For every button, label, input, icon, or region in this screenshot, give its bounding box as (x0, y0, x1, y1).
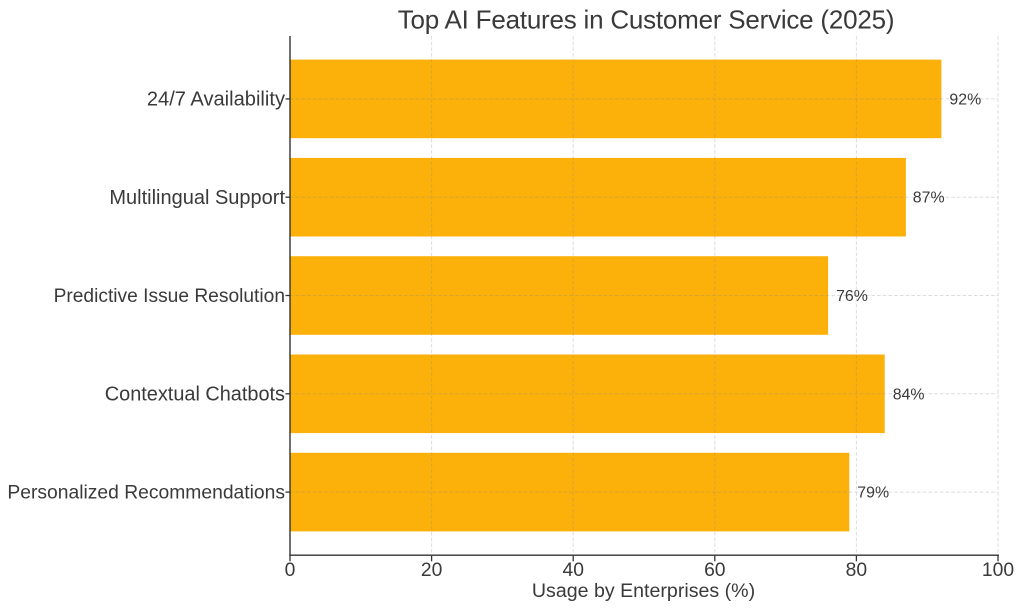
svg-text:20: 20 (421, 560, 442, 581)
svg-text:76%: 76% (836, 288, 868, 305)
svg-text:40: 40 (562, 560, 583, 581)
svg-text:0: 0 (285, 560, 296, 581)
svg-text:Usage by Enterprises (%): Usage by Enterprises (%) (532, 580, 755, 602)
svg-text:60: 60 (704, 560, 725, 581)
svg-text:Personalized Recommendations: Personalized Recommendations (7, 483, 285, 504)
svg-text:24/7 Availability: 24/7 Availability (147, 89, 285, 111)
svg-text:92%: 92% (949, 91, 981, 108)
svg-text:79%: 79% (857, 485, 889, 502)
svg-text:84%: 84% (893, 386, 925, 403)
svg-text:87%: 87% (913, 190, 945, 207)
svg-text:100: 100 (982, 560, 1014, 581)
svg-text:80: 80 (846, 560, 867, 581)
svg-text:Predictive Issue Resolution: Predictive Issue Resolution (54, 286, 285, 307)
svg-text:Contextual Chatbots: Contextual Chatbots (105, 383, 285, 405)
svg-text:Multilingual Support: Multilingual Support (109, 187, 285, 209)
svg-text:Top AI Features in Customer Se: Top AI Features in Customer Service (202… (398, 5, 895, 35)
